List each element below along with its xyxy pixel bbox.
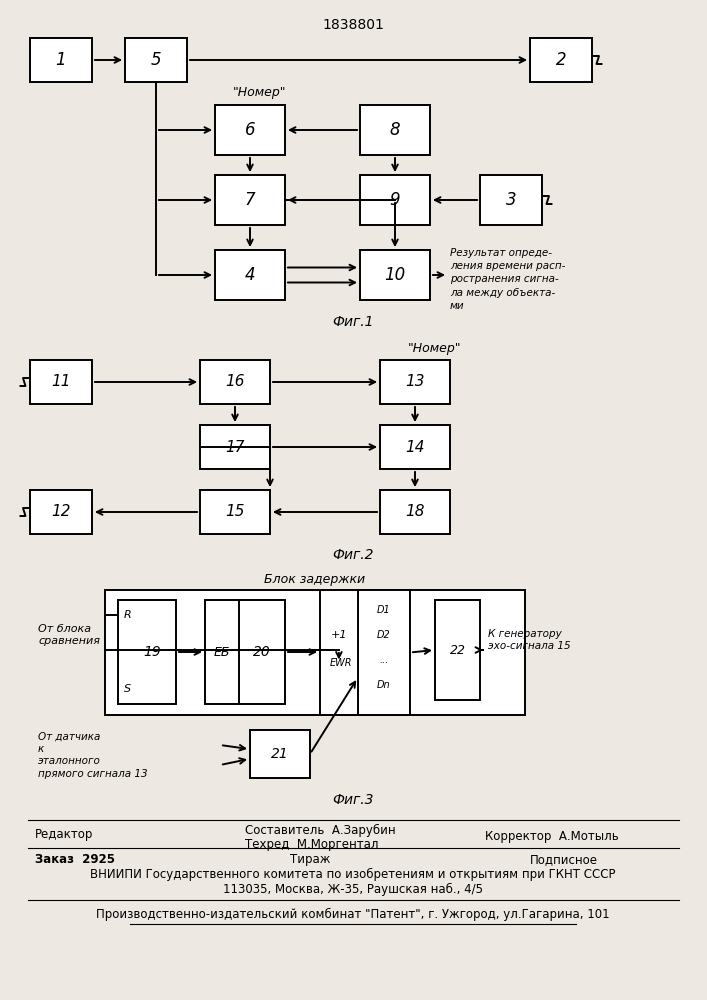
Text: 19: 19 bbox=[143, 645, 161, 659]
Text: Результат опреде-
ления времени расп-
ространения сигна-
ла между объекта-
ми: Результат опреде- ления времени расп- ро… bbox=[450, 248, 566, 311]
Text: "Номер": "Номер" bbox=[408, 342, 462, 355]
Text: Подписное: Подписное bbox=[530, 853, 598, 866]
Bar bbox=[125, 38, 187, 82]
Text: 13: 13 bbox=[405, 374, 425, 389]
Text: 12: 12 bbox=[51, 504, 71, 520]
Text: 5: 5 bbox=[151, 51, 161, 69]
Text: 4: 4 bbox=[245, 266, 255, 284]
Text: 14: 14 bbox=[405, 440, 425, 454]
Bar bbox=[360, 175, 430, 225]
Text: Корректор  А.Мотыль: Корректор А.Мотыль bbox=[485, 830, 619, 843]
Text: 1: 1 bbox=[56, 51, 66, 69]
Bar bbox=[200, 490, 270, 534]
Bar bbox=[118, 600, 176, 704]
Bar bbox=[215, 250, 285, 300]
Text: К генератору
эхо-сигнала 15: К генератору эхо-сигнала 15 bbox=[488, 629, 571, 651]
Text: Техред  М.Моргентал: Техред М.Моргентал bbox=[245, 838, 378, 851]
Text: EWR: EWR bbox=[329, 658, 352, 668]
Bar bbox=[360, 105, 430, 155]
Text: От блока
сравнения: От блока сравнения bbox=[38, 624, 100, 646]
Bar bbox=[380, 490, 450, 534]
Bar bbox=[205, 600, 285, 704]
Text: Производственно-издательский комбинат "Патент", г. Ужгород, ул.Гагарина, 101: Производственно-издательский комбинат "П… bbox=[96, 908, 610, 921]
Text: 8: 8 bbox=[390, 121, 400, 139]
Text: D1: D1 bbox=[377, 605, 391, 615]
Text: 21: 21 bbox=[271, 747, 289, 761]
Text: ...: ... bbox=[379, 655, 389, 665]
Text: 7: 7 bbox=[245, 191, 255, 209]
Bar bbox=[360, 250, 430, 300]
Text: 1838801: 1838801 bbox=[322, 18, 384, 32]
Text: Dn: Dn bbox=[377, 680, 391, 690]
Text: 113035, Москва, Ж-35, Раушская наб., 4/5: 113035, Москва, Ж-35, Раушская наб., 4/5 bbox=[223, 883, 483, 896]
Bar bbox=[250, 730, 310, 778]
Text: Блок задержки: Блок задержки bbox=[264, 573, 366, 586]
Bar bbox=[380, 360, 450, 404]
Bar bbox=[200, 360, 270, 404]
Text: Редактор: Редактор bbox=[35, 828, 93, 841]
Text: Фиг.3: Фиг.3 bbox=[332, 793, 374, 807]
Text: D2: D2 bbox=[377, 630, 391, 640]
Text: 3: 3 bbox=[506, 191, 516, 209]
Bar bbox=[30, 360, 92, 404]
Text: 16: 16 bbox=[226, 374, 245, 389]
Text: Тираж: Тираж bbox=[290, 853, 330, 866]
Text: 6: 6 bbox=[245, 121, 255, 139]
Bar bbox=[480, 175, 542, 225]
Text: 2: 2 bbox=[556, 51, 566, 69]
Text: "Номер": "Номер" bbox=[233, 86, 287, 99]
Text: 15: 15 bbox=[226, 504, 245, 520]
Text: +1: +1 bbox=[331, 630, 347, 640]
Text: От датчика
к
эталонного
прямого сигнала 13: От датчика к эталонного прямого сигнала … bbox=[38, 731, 148, 779]
Bar bbox=[30, 38, 92, 82]
Bar bbox=[435, 600, 480, 700]
Text: 9: 9 bbox=[390, 191, 400, 209]
Text: 18: 18 bbox=[405, 504, 425, 520]
Text: Фиг.1: Фиг.1 bbox=[332, 315, 374, 329]
Text: 22: 22 bbox=[450, 644, 465, 656]
Bar bbox=[215, 105, 285, 155]
Text: ЕБ: ЕБ bbox=[214, 646, 230, 658]
Text: ВНИИПИ Государственного комитета по изобретениям и открытиям при ГКНТ СССР: ВНИИПИ Государственного комитета по изоб… bbox=[90, 868, 616, 881]
Bar bbox=[200, 425, 270, 469]
Text: R: R bbox=[124, 610, 132, 620]
Bar bbox=[320, 590, 410, 715]
Text: Заказ  2925: Заказ 2925 bbox=[35, 853, 115, 866]
Text: S: S bbox=[124, 684, 131, 694]
Bar bbox=[530, 38, 592, 82]
Text: 20: 20 bbox=[253, 645, 271, 659]
Bar bbox=[105, 590, 525, 715]
Text: Фиг.2: Фиг.2 bbox=[332, 548, 374, 562]
Bar bbox=[215, 175, 285, 225]
Text: 17: 17 bbox=[226, 440, 245, 454]
Text: Составитель  А.Зарубин: Составитель А.Зарубин bbox=[245, 824, 396, 837]
Bar bbox=[30, 490, 92, 534]
Text: 11: 11 bbox=[51, 374, 71, 389]
Text: 10: 10 bbox=[385, 266, 406, 284]
Bar bbox=[380, 425, 450, 469]
